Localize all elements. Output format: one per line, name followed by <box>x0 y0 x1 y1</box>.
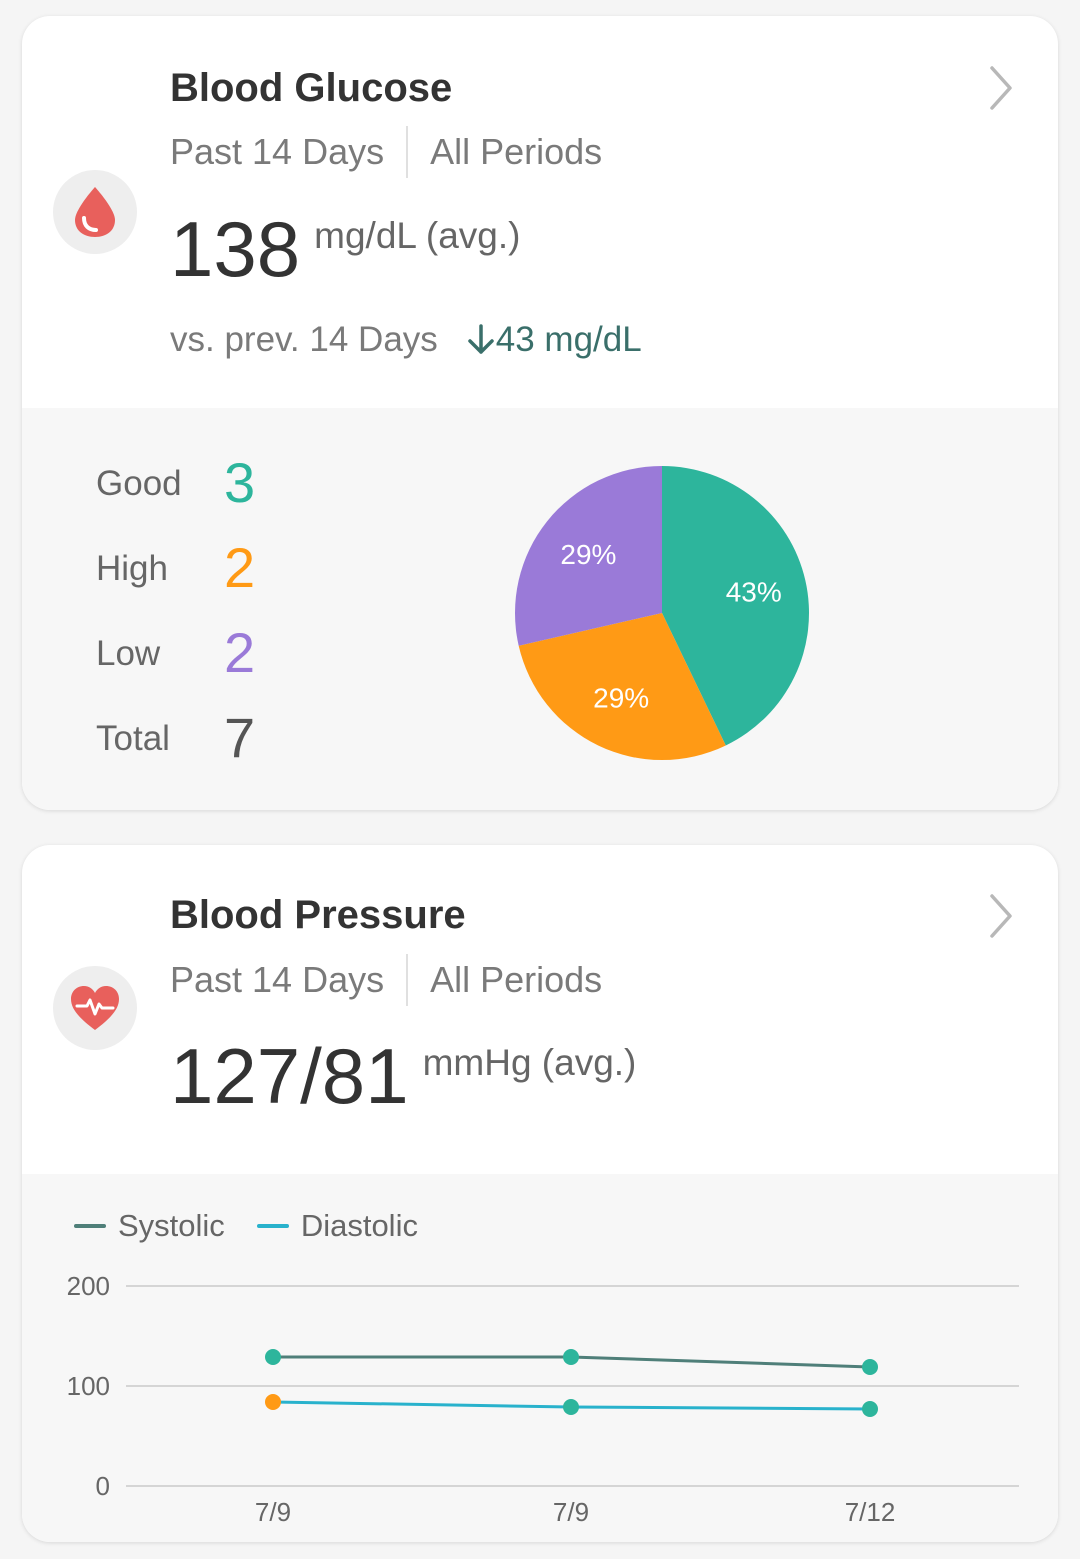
heart-pulse-icon <box>71 986 119 1030</box>
chevron-right-icon[interactable] <box>986 64 1016 112</box>
pie-label-good: 43% <box>726 577 782 608</box>
stat-label-high: High <box>96 549 168 588</box>
pie-label-high: 29% <box>593 682 649 713</box>
filter-divider <box>406 126 409 178</box>
stat-label-total: Total <box>96 719 170 758</box>
glucose-summary-panel: Good 3 High 2 Low 2 Total 7 43% 29% 29% <box>22 408 1058 810</box>
blood-drop-icon <box>75 187 115 237</box>
legend-label-systolic: Systolic <box>118 1208 225 1243</box>
average-reading: 138 mg/dL (avg.) <box>170 204 520 295</box>
blood-pressure-card[interactable]: Blood Pressure Past 14 Days All Periods … <box>22 845 1058 1542</box>
legend-item-systolic: Systolic <box>74 1208 225 1244</box>
data-point-diastolic[interactable] <box>563 1399 579 1415</box>
filter-divider <box>406 954 409 1006</box>
y-tick-label: 100 <box>67 1371 110 1401</box>
glucose-pie-chart: 43% 29% 29% <box>515 466 809 760</box>
stat-value-high: 2 <box>224 536 256 599</box>
delta-text: 43 mg/dL <box>495 320 642 359</box>
average-value: 127/81 <box>170 1032 409 1120</box>
arrow-down-icon <box>468 324 494 354</box>
pressure-line-chart: 0 100 200 7/9 7/9 7/12 <box>67 1271 1019 1527</box>
legend-swatch-systolic <box>74 1224 106 1228</box>
legend-item-diastolic: Diastolic <box>256 1208 418 1244</box>
blood-glucose-card[interactable]: Blood Glucose Past 14 Days All Periods 1… <box>22 16 1058 810</box>
stat-value-total: 7 <box>224 706 256 769</box>
filter-bar: Past 14 Days All Periods <box>170 126 602 178</box>
x-tick-label: 7/9 <box>553 1497 589 1527</box>
blood-drop-icon-badge <box>53 170 137 254</box>
pie-label-low: 29% <box>560 539 616 570</box>
pie-slice-good <box>662 466 809 746</box>
pressure-chart-panel: Systolic Diastolic 0 100 200 7/9 7/9 7/12 <box>22 1174 1058 1542</box>
stat-label-low: Low <box>96 634 161 673</box>
comparison-row: vs. prev. 14 Days 43 mg/dL <box>170 320 642 360</box>
data-point-diastolic[interactable] <box>862 1401 878 1417</box>
average-unit: mg/dL (avg.) <box>314 215 521 256</box>
y-tick-label: 200 <box>67 1271 110 1301</box>
stat-value-good: 3 <box>224 451 256 514</box>
data-point-systolic[interactable] <box>265 1349 281 1365</box>
average-value: 138 <box>170 205 301 293</box>
comparison-label: vs. prev. 14 Days <box>170 320 438 359</box>
period-filter[interactable]: All Periods <box>430 959 603 1000</box>
x-tick-label: 7/9 <box>255 1497 291 1527</box>
data-point-diastolic[interactable] <box>265 1394 281 1410</box>
data-point-systolic[interactable] <box>563 1349 579 1365</box>
delta-value: 43 mg/dL <box>466 320 642 360</box>
stat-value-low: 2 <box>224 621 256 684</box>
chart-legend: Systolic Diastolic <box>74 1208 450 1244</box>
card-title: Blood Pressure <box>170 893 466 937</box>
pie-slice-low <box>515 466 662 646</box>
y-tick-label: 0 <box>96 1471 110 1501</box>
x-tick-label: 7/12 <box>845 1497 896 1527</box>
data-point-systolic[interactable] <box>862 1359 878 1375</box>
legend-label-diastolic: Diastolic <box>300 1208 418 1243</box>
average-reading: 127/81 mmHg (avg.) <box>170 1031 636 1122</box>
range-filter[interactable]: Past 14 Days <box>170 959 385 1000</box>
card-title: Blood Glucose <box>170 66 453 110</box>
average-unit: mmHg (avg.) <box>422 1042 637 1083</box>
range-filter[interactable]: Past 14 Days <box>170 131 385 172</box>
period-filter[interactable]: All Periods <box>430 131 603 172</box>
legend-swatch-diastolic <box>256 1224 289 1228</box>
stat-label-good: Good <box>96 464 182 503</box>
pie-slice-high <box>518 613 726 760</box>
heart-pulse-icon-badge <box>53 966 137 1050</box>
chevron-right-icon[interactable] <box>986 892 1016 940</box>
filter-bar: Past 14 Days All Periods <box>170 954 602 1006</box>
